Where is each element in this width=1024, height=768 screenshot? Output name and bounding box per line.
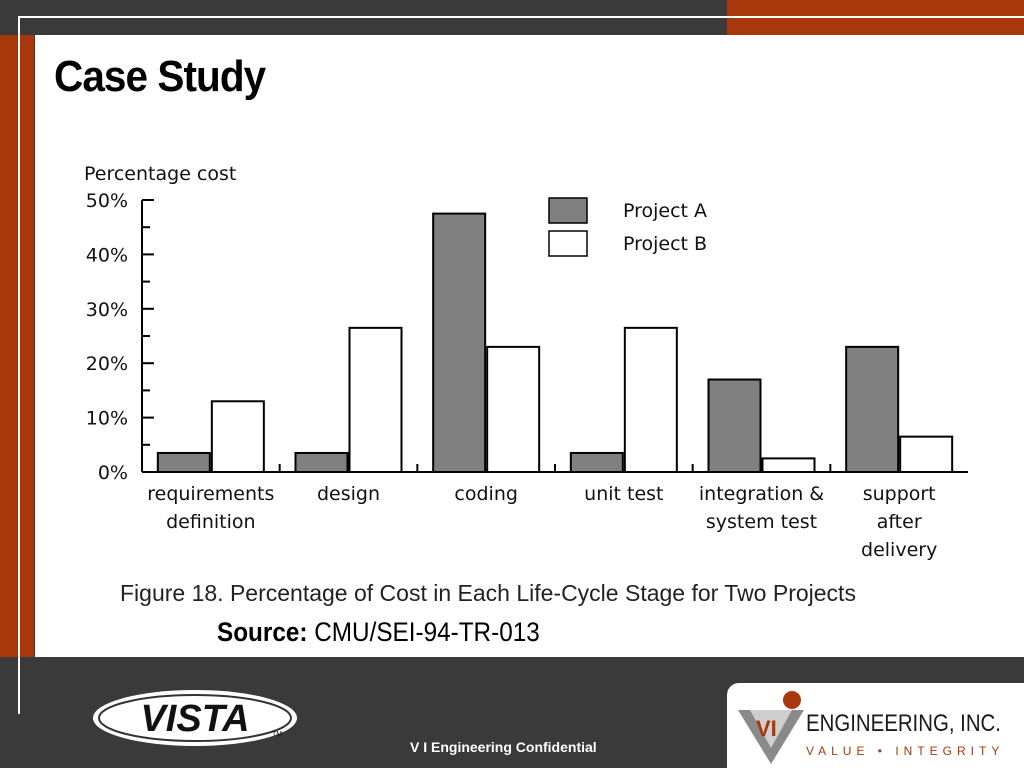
slide-frame-line xyxy=(18,16,1024,714)
bar-project-b xyxy=(761,457,816,473)
bar-project-a xyxy=(156,451,211,473)
x-tick-label: after xyxy=(877,511,922,533)
y-axis-label: Percentage cost xyxy=(84,163,236,185)
bar-project-b xyxy=(899,435,954,474)
bar-project-a xyxy=(294,451,349,473)
source-line: Source: CMU/SEI-94-TR-013 xyxy=(217,617,540,648)
x-tick-label: system test xyxy=(706,511,817,533)
x-tick-label: delivery xyxy=(861,539,937,561)
bar-project-a xyxy=(707,378,762,474)
source-value: CMU/SEI-94-TR-013 xyxy=(314,617,540,647)
legend-entry: Project B xyxy=(623,233,707,255)
vi-mark-text: VI xyxy=(756,716,777,741)
vista-logo: VISTA TM xyxy=(93,690,297,746)
left-bar-accent xyxy=(0,35,34,657)
bar-project-b xyxy=(210,400,265,473)
x-tick-label: coding xyxy=(454,483,518,505)
footer-confidential: V I Engineering Confidential xyxy=(410,739,597,755)
x-tick-label: design xyxy=(317,483,380,505)
figure-caption: Figure 18. Percentage of Cost in Each Li… xyxy=(120,580,856,606)
bar-project-b xyxy=(623,326,678,473)
page-title: Case Study xyxy=(54,52,266,101)
y-tick-label: 20% xyxy=(86,353,128,375)
y-tick-label: 10% xyxy=(86,408,128,430)
bar-project-a xyxy=(845,345,900,474)
bar-project-b xyxy=(348,326,403,473)
x-tick-label: integration & xyxy=(699,483,824,505)
source-label: Source: xyxy=(217,617,308,647)
vista-tm: TM xyxy=(272,731,282,738)
x-tick-label: support xyxy=(863,483,936,505)
y-tick-label: 50% xyxy=(86,190,128,212)
vi-tagline: VALUE • INTEGRITY xyxy=(806,744,1005,758)
bar-chart: Percentage cost 0% 10% 20% 30% 40% 50% requirem… xyxy=(84,163,968,561)
legend-swatch xyxy=(548,197,588,224)
bar-project-a xyxy=(432,212,487,473)
vi-logo-mark: VI xyxy=(738,691,804,764)
vi-company-name: ENGINEERING, INC. xyxy=(806,710,1001,737)
x-tick-label: definition xyxy=(166,511,255,533)
bar-project-b xyxy=(486,345,541,474)
bar-project-a xyxy=(569,451,624,473)
x-tick-label: unit test xyxy=(584,483,663,505)
legend-entry: Project A xyxy=(623,200,707,222)
y-tick-label: 40% xyxy=(86,244,128,266)
x-tick-label: requirements xyxy=(147,483,274,505)
vista-logo-text: VISTA xyxy=(140,698,249,740)
y-tick-label: 0% xyxy=(98,462,128,484)
legend-swatch xyxy=(548,230,588,257)
y-tick-label: 30% xyxy=(86,299,128,321)
